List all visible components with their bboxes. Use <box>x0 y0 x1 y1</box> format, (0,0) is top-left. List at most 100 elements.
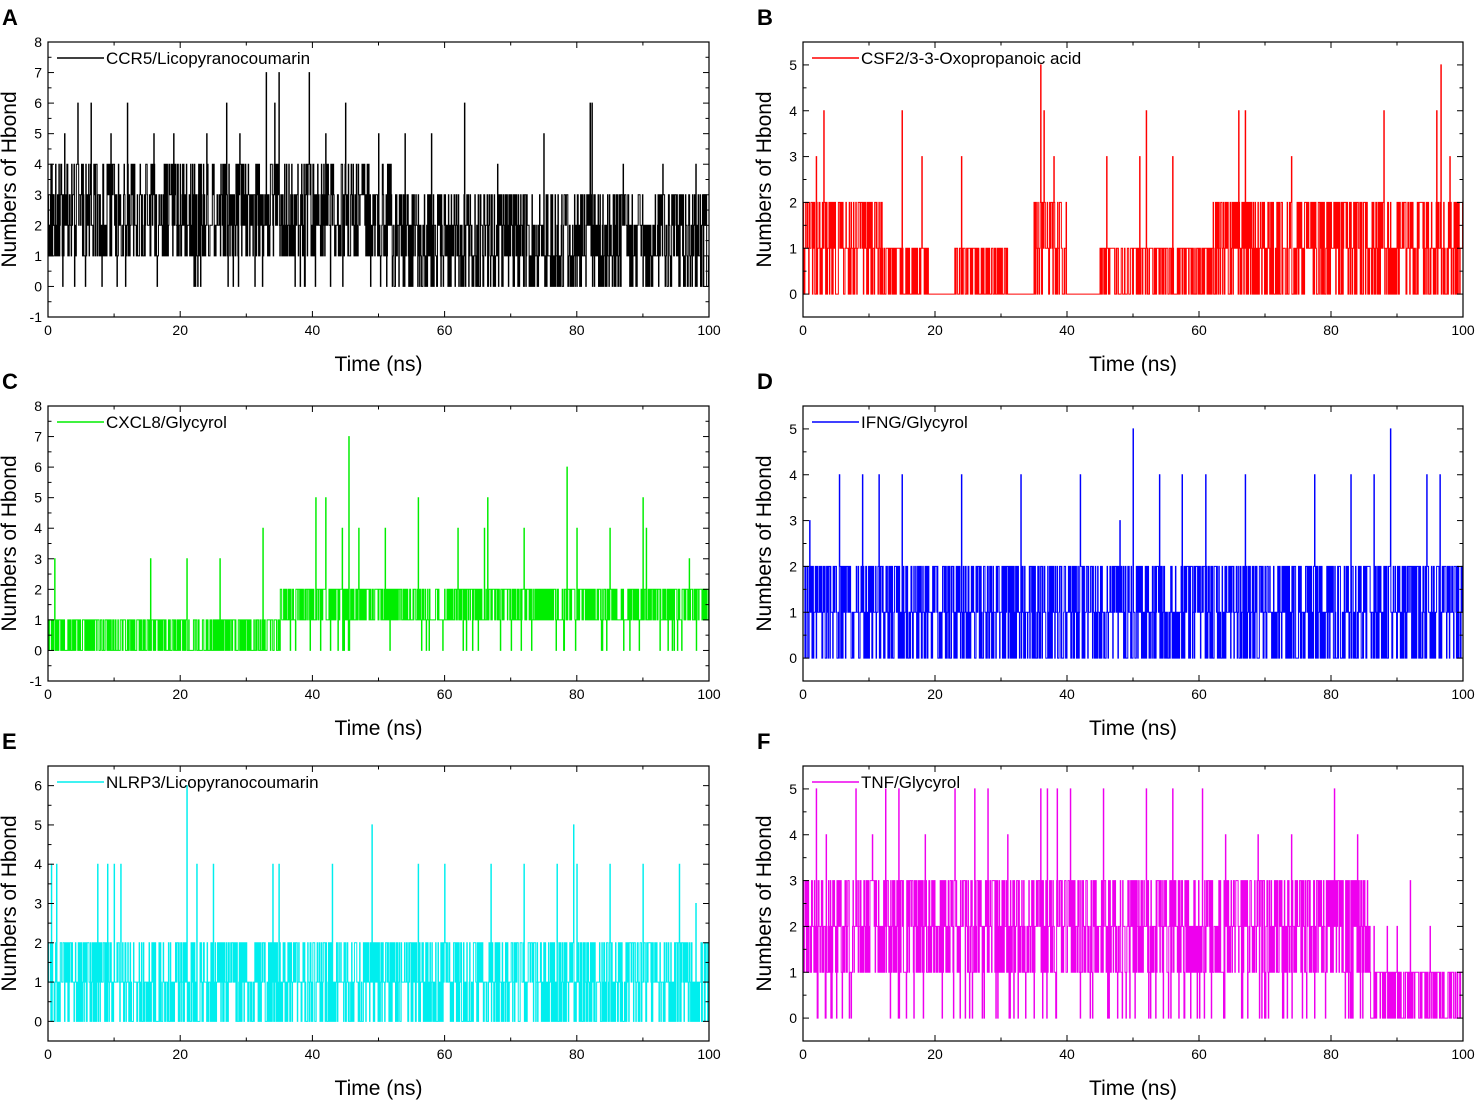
y-tick-label: 1 <box>789 240 797 256</box>
x-tick-label: 60 <box>437 1046 453 1062</box>
y-tick-label: 5 <box>34 817 42 833</box>
x-tick-label: 80 <box>1323 322 1339 338</box>
x-tick-label: 80 <box>569 322 585 338</box>
x-tick-label: 80 <box>569 686 585 702</box>
x-tick-label: 0 <box>799 686 807 702</box>
y-tick-label: 0 <box>34 278 42 294</box>
x-axis-title: Time (ns) <box>1089 1077 1177 1100</box>
x-tick-label: 20 <box>927 322 943 338</box>
y-tick-label: 4 <box>789 103 797 119</box>
x-tick-label: 40 <box>1059 686 1075 702</box>
y-tick-label: 2 <box>34 217 42 233</box>
series-line <box>48 436 709 651</box>
y-tick-label: 5 <box>789 781 797 797</box>
y-tick-label: 5 <box>34 490 42 506</box>
x-tick-label: 40 <box>1059 322 1075 338</box>
x-axis-title: Time (ns) <box>335 353 423 376</box>
legend-label: CCR5/Licopyranocoumarin <box>106 49 310 68</box>
y-tick-label: 0 <box>34 1013 42 1029</box>
x-tick-label: 60 <box>437 686 453 702</box>
panel-letter: C <box>2 369 18 394</box>
x-tick-label: 60 <box>1191 322 1207 338</box>
y-axis-title: Numbers of Hbond <box>0 815 21 991</box>
series-line <box>803 428 1463 659</box>
y-tick-label: 7 <box>34 65 42 81</box>
x-axis-title: Time (ns) <box>1089 353 1177 376</box>
panel-E: E 0 20 40 60 80 100 0 1 2 3 4 5 6 Time (ns) Numbers of … <box>0 729 721 1100</box>
panel-D: D 0 20 40 60 80 100 0 1 2 3 4 5 Time (ns) Numbers of H… <box>753 369 1475 740</box>
x-tick-label: 20 <box>927 1046 943 1062</box>
y-tick-label: 6 <box>34 459 42 475</box>
y-tick-label: 8 <box>34 398 42 414</box>
x-tick-label: 100 <box>1451 686 1475 702</box>
y-tick-label: 2 <box>34 935 42 951</box>
y-axis-title: Numbers of Hbond <box>753 455 776 631</box>
x-tick-label: 60 <box>1191 1046 1207 1062</box>
panel-letter: E <box>2 729 17 754</box>
panel-letter: B <box>757 5 773 30</box>
y-tick-label: 2 <box>789 918 797 934</box>
panel-F: F 0 20 40 60 80 100 0 1 2 3 4 5 Time (ns) Numbers of H… <box>753 729 1475 1100</box>
y-tick-label: 0 <box>789 286 797 302</box>
x-tick-label: 40 <box>305 322 321 338</box>
x-axis-title: Time (ns) <box>335 717 423 740</box>
series-line <box>48 72 709 287</box>
panel-B: B 0 20 40 60 80 100 0 1 2 3 4 5 Time (ns) Numbers of H… <box>753 5 1475 376</box>
legend-label: IFNG/Glycyrol <box>861 413 968 432</box>
series-line <box>803 64 1463 295</box>
x-axis-title: Time (ns) <box>335 1077 423 1100</box>
panel-letter: D <box>757 369 773 394</box>
y-tick-label: 1 <box>34 248 42 264</box>
y-tick-label: 3 <box>34 187 42 203</box>
y-tick-label: 4 <box>34 856 42 872</box>
y-tick-label: 4 <box>34 156 42 172</box>
y-tick-label: 3 <box>34 551 42 567</box>
x-axis-title: Time (ns) <box>1089 717 1177 740</box>
y-tick-label: 0 <box>789 650 797 666</box>
y-tick-label: -1 <box>30 309 43 325</box>
x-tick-label: 0 <box>44 322 52 338</box>
y-tick-label: 2 <box>789 558 797 574</box>
y-tick-label: 1 <box>34 612 42 628</box>
y-tick-label: 3 <box>789 149 797 165</box>
y-tick-label: 3 <box>789 513 797 529</box>
y-tick-label: 3 <box>34 896 42 912</box>
x-tick-label: 80 <box>569 1046 585 1062</box>
x-tick-label: 20 <box>172 322 188 338</box>
y-tick-label: 5 <box>789 57 797 73</box>
x-tick-label: 0 <box>44 686 52 702</box>
legend-label: NLRP3/Licopyranocoumarin <box>106 773 319 792</box>
y-tick-label: 7 <box>34 429 42 445</box>
x-tick-label: 80 <box>1323 1046 1339 1062</box>
x-tick-label: 0 <box>799 322 807 338</box>
y-tick-label: 4 <box>34 520 42 536</box>
series-line <box>803 788 1463 1019</box>
x-tick-label: 40 <box>305 1046 321 1062</box>
y-tick-label: 2 <box>789 194 797 210</box>
y-axis-title: Numbers of Hbond <box>753 91 776 267</box>
legend-label: CXCL8/Glycyrol <box>106 413 227 432</box>
y-tick-label: 3 <box>789 873 797 889</box>
y-tick-label: 8 <box>34 34 42 50</box>
y-axis-title: Numbers of Hbond <box>753 815 776 991</box>
y-tick-label: 6 <box>34 778 42 794</box>
x-tick-label: 20 <box>927 686 943 702</box>
panel-letter: A <box>2 5 18 30</box>
x-tick-label: 20 <box>172 686 188 702</box>
legend-label: CSF2/3-3-Oxopropanoic acid <box>861 49 1081 68</box>
y-tick-label: 5 <box>34 126 42 142</box>
x-tick-label: 100 <box>697 322 721 338</box>
y-axis-title: Numbers of Hbond <box>0 455 21 631</box>
y-axis-title: Numbers of Hbond <box>0 91 21 267</box>
y-tick-label: 4 <box>789 827 797 843</box>
y-tick-label: 6 <box>34 95 42 111</box>
series-line <box>48 785 709 1022</box>
y-tick-label: 2 <box>34 581 42 597</box>
x-tick-label: 20 <box>172 1046 188 1062</box>
y-tick-label: 1 <box>789 964 797 980</box>
y-tick-label: 0 <box>34 642 42 658</box>
legend-label: TNF/Glycyrol <box>861 773 960 792</box>
